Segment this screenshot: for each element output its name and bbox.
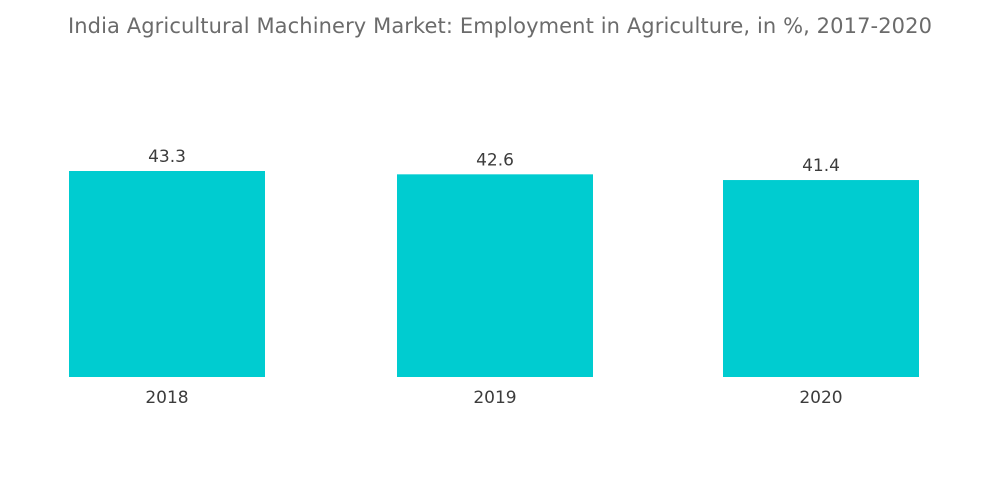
x-tick-label-2018: 2018 [145,388,188,408]
data-labels-group: 43.3 42.6 41.4 [148,147,840,176]
data-label-2020: 41.4 [802,156,840,176]
data-label-2019: 42.6 [476,150,514,170]
x-tick-label-2019: 2019 [473,388,516,408]
chart-title: India Agricultural Machinery Market: Emp… [67,14,933,38]
bar-2020 [723,180,919,377]
bar-2019 [397,174,593,377]
data-label-2018: 43.3 [148,147,186,167]
x-tick-label-2020: 2020 [799,388,842,408]
bar-2018 [69,171,265,377]
bars-group [69,171,919,377]
x-axis-ticks-group: 2018 2019 2020 [145,388,842,408]
